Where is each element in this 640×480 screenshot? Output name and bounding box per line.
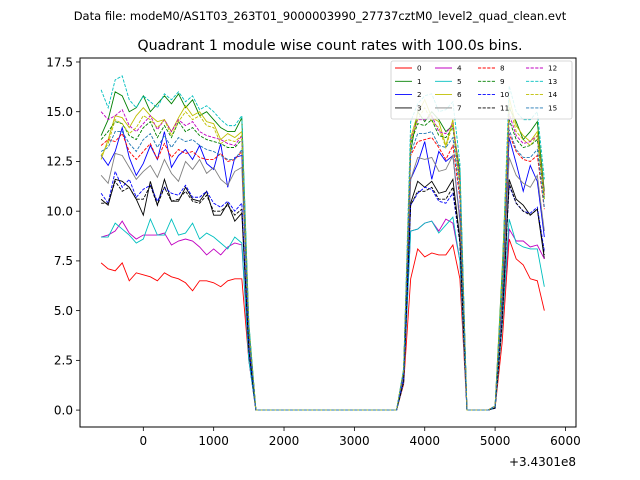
legend-label-9: 9 bbox=[500, 77, 505, 86]
y-axis: 0.0 2.5 5.0 7.5 10.0 12.5 15.0 17.5 bbox=[46, 55, 80, 417]
x-tick-label: 3000 bbox=[339, 434, 370, 448]
legend-label-13: 13 bbox=[548, 77, 557, 86]
y-tick-label: 12.5 bbox=[46, 155, 73, 169]
legend-label-7: 7 bbox=[457, 104, 462, 113]
legend-label-1: 1 bbox=[417, 77, 422, 86]
legend-box bbox=[390, 60, 573, 120]
legend-label-10: 10 bbox=[500, 90, 510, 99]
x-tick-label: 6000 bbox=[550, 434, 581, 448]
x-tick-label: 2000 bbox=[269, 434, 300, 448]
legend-label-4: 4 bbox=[457, 64, 462, 73]
x-tick-label: 0 bbox=[139, 434, 147, 448]
legend-label-11: 11 bbox=[500, 104, 509, 113]
legend-label-0: 0 bbox=[417, 64, 422, 73]
y-tick-label: 10.0 bbox=[46, 204, 73, 218]
y-tick-label: 2.5 bbox=[54, 354, 73, 368]
x-tick-label: 1000 bbox=[198, 434, 229, 448]
y-tick-label: 0.0 bbox=[54, 403, 73, 417]
x-axis: 0 1000 2000 3000 4000 5000 6000 bbox=[139, 427, 581, 448]
y-tick-label: 15.0 bbox=[46, 105, 73, 119]
chart-title: Quadrant 1 module wise count rates with … bbox=[137, 38, 522, 54]
legend-label-14: 14 bbox=[548, 90, 558, 99]
x-axis-offset-label: +3.4301e8 bbox=[509, 455, 576, 469]
legend-label-3: 3 bbox=[417, 104, 422, 113]
series-line-14 bbox=[100, 103, 545, 411]
data-file-label: Data file: modeM0/AS1T03_263T01_90000039… bbox=[74, 9, 567, 23]
legend-label-12: 12 bbox=[548, 64, 557, 73]
series-lines bbox=[100, 75, 545, 411]
legend-label-2: 2 bbox=[417, 90, 422, 99]
legend-label-8: 8 bbox=[500, 64, 505, 73]
x-tick-label: 5000 bbox=[480, 434, 511, 448]
plot-frame bbox=[79, 57, 577, 428]
y-tick-label: 5.0 bbox=[54, 304, 73, 318]
legend-label-6: 6 bbox=[457, 90, 462, 99]
legend-label-15: 15 bbox=[548, 104, 557, 113]
x-tick-label: 4000 bbox=[409, 434, 440, 448]
series-line-15 bbox=[100, 129, 545, 411]
legend-label-5: 5 bbox=[457, 77, 462, 86]
y-tick-label: 17.5 bbox=[46, 55, 73, 69]
y-tick-label: 7.5 bbox=[54, 254, 73, 268]
